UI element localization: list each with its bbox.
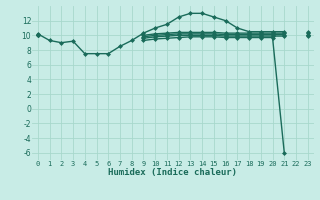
X-axis label: Humidex (Indice chaleur): Humidex (Indice chaleur) — [108, 168, 237, 177]
